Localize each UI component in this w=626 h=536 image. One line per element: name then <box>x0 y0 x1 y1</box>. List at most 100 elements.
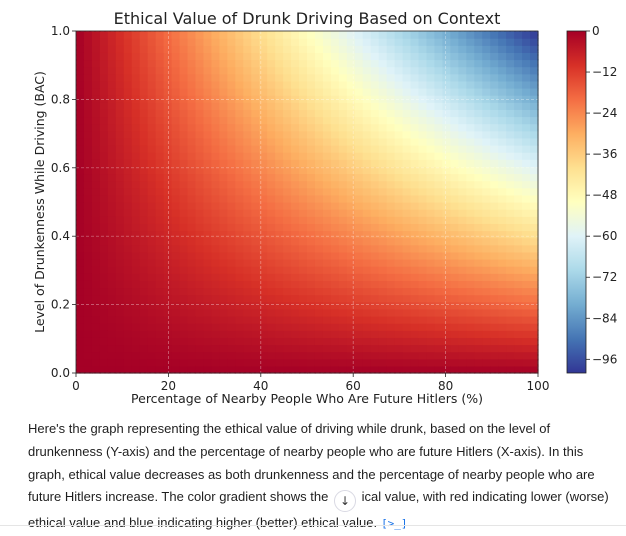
heatmap-cell <box>291 123 300 132</box>
heatmap-cell <box>99 351 109 360</box>
heatmap-cell <box>482 102 491 110</box>
heatmap-cell <box>251 202 260 210</box>
heatmap-cell <box>91 259 101 267</box>
heatmap-cell <box>131 223 141 232</box>
heatmap-cell <box>450 294 459 303</box>
heatmap-cell <box>123 59 133 68</box>
heatmap-cell <box>530 251 539 260</box>
heatmap-cell <box>91 287 101 296</box>
heatmap-cell <box>291 66 300 75</box>
heatmap-cell <box>171 66 181 75</box>
heatmap-cell <box>147 52 157 61</box>
heatmap-cell <box>322 159 332 167</box>
heatmap-cell <box>362 301 372 310</box>
heatmap-cell <box>163 308 173 317</box>
heatmap-cell <box>123 52 133 61</box>
heatmap-cell <box>203 31 213 39</box>
heatmap-cell <box>426 351 436 360</box>
heatmap-cell <box>155 301 165 310</box>
heatmap-cell <box>354 109 364 118</box>
heatmap-cell <box>131 38 141 46</box>
heatmap-cell <box>76 237 85 246</box>
heatmap-cell <box>275 365 284 374</box>
heatmap-cell <box>442 244 451 253</box>
heatmap-cell <box>490 116 499 125</box>
heatmap-cell <box>434 187 444 196</box>
heatmap-cell <box>307 294 316 303</box>
heatmap-cell <box>211 109 220 118</box>
scroll-down-button[interactable]: ↓ <box>333 490 356 513</box>
heatmap-cell <box>434 38 444 46</box>
colorbar-tick-label: −84 <box>592 311 617 325</box>
heatmap-cell <box>267 45 276 53</box>
heatmap-cell <box>299 259 308 267</box>
heatmap-cell <box>155 280 165 289</box>
heatmap-cell <box>466 31 475 39</box>
heatmap-cell <box>147 116 157 125</box>
heatmap-cell <box>203 223 213 232</box>
heatmap-cell <box>426 130 436 139</box>
heatmap-cell <box>179 137 189 146</box>
heatmap-cell <box>251 45 260 53</box>
heatmap-cell <box>195 330 205 338</box>
heatmap-cell <box>418 102 428 110</box>
heatmap-cell <box>147 259 157 267</box>
heatmap-cell <box>115 251 125 260</box>
heatmap-cell <box>235 323 244 331</box>
heatmap-cell <box>275 145 284 153</box>
heatmap-cell <box>498 159 507 167</box>
heatmap-cell <box>514 109 523 118</box>
heatmap-cell <box>163 344 173 353</box>
caption-text-before: Here's the graph representing the ethica… <box>28 421 595 505</box>
heatmap-cell <box>402 152 412 160</box>
heatmap-cell <box>370 187 380 196</box>
heatmap-cell <box>83 66 93 75</box>
heatmap-cell <box>442 223 451 232</box>
heatmap-cell <box>219 209 228 217</box>
heatmap-cell <box>330 251 340 260</box>
heatmap-cell <box>466 145 475 153</box>
heatmap-cell <box>155 244 165 253</box>
heatmap-cell <box>187 194 197 203</box>
heatmap-cell <box>378 323 388 331</box>
heatmap-cell <box>171 358 181 367</box>
heatmap-cell <box>187 237 197 246</box>
heatmap-cell <box>147 102 157 110</box>
heatmap-cell <box>291 152 300 160</box>
heatmap-cell <box>450 38 459 46</box>
heatmap-cell <box>267 194 276 203</box>
heatmap-cell <box>259 216 268 224</box>
heatmap-cell <box>76 266 85 274</box>
heatmap-cell <box>123 223 133 232</box>
heatmap-cell <box>203 301 213 310</box>
heatmap-cell <box>442 251 451 260</box>
heatmap-cell <box>235 137 244 146</box>
heatmap-cell <box>362 45 372 53</box>
heatmap-cell <box>187 137 197 146</box>
code-source-icon[interactable]: [>_] <box>381 517 408 531</box>
heatmap-cell <box>76 194 85 203</box>
heatmap-cell <box>314 344 324 353</box>
heatmap-cell <box>99 159 109 167</box>
heatmap-cell <box>283 159 292 167</box>
heatmap-cell <box>76 116 85 125</box>
heatmap-cell <box>330 59 340 68</box>
heatmap-cell <box>195 344 205 353</box>
heatmap-cell <box>219 216 228 224</box>
heatmap-cell <box>259 230 268 239</box>
heatmap-cell <box>251 102 260 110</box>
heatmap-cell <box>275 237 284 246</box>
heatmap-cell <box>522 294 531 303</box>
heatmap-cell <box>76 109 85 118</box>
heatmap-cell <box>442 123 451 132</box>
heatmap-cell <box>171 280 181 289</box>
heatmap-cell <box>490 80 499 89</box>
heatmap-cell <box>235 59 244 68</box>
heatmap-cell <box>442 323 451 331</box>
heatmap-cell <box>235 316 244 324</box>
heatmap-cell <box>147 223 157 232</box>
heatmap-cell <box>498 95 507 103</box>
heatmap-cell <box>251 216 260 224</box>
heatmap-cell <box>179 52 189 61</box>
heatmap-cell <box>466 137 475 146</box>
